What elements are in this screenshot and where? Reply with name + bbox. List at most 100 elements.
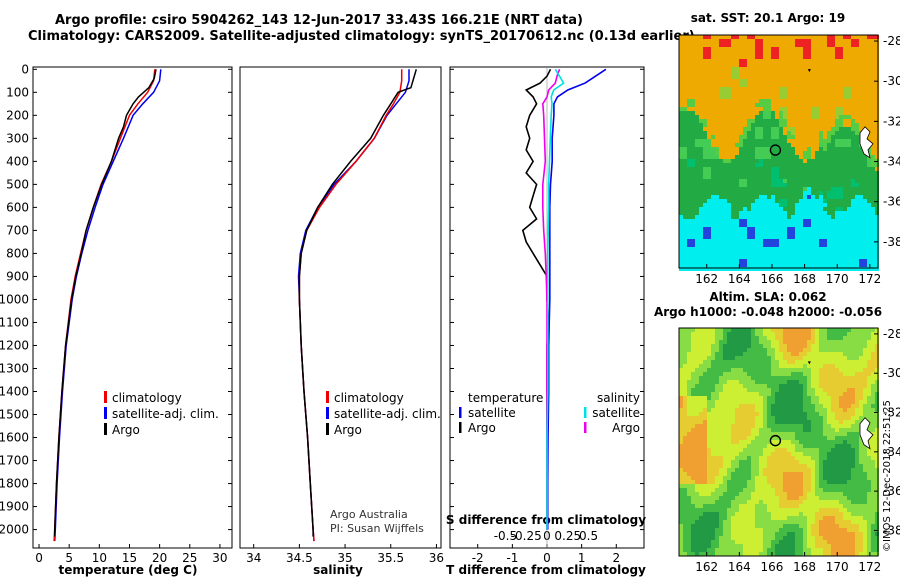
- sst-map-cell: [867, 135, 871, 139]
- sst-map-cell: [703, 211, 707, 215]
- sst-map-cell: [811, 111, 815, 115]
- sst-map-cell: [779, 199, 783, 203]
- sla-map-cell: [839, 376, 843, 380]
- sla-map-cell: [751, 364, 755, 368]
- sla-map-cell: [771, 400, 775, 404]
- sst-map-cell: [819, 87, 823, 91]
- sla-map-cell: [759, 352, 763, 356]
- sst-map-cell: [759, 191, 763, 195]
- sst-map-float-marker: [769, 144, 782, 156]
- sst-map-cell: [703, 91, 707, 95]
- sst-map-cell: [807, 59, 811, 63]
- sst-map-cell: [855, 59, 859, 63]
- sla-map-cell: [855, 380, 859, 384]
- sst-map-cell: [775, 255, 779, 259]
- sla-map-cell: [723, 356, 727, 360]
- sst-map-cell: [791, 103, 795, 107]
- sst-map-cell: [867, 223, 871, 227]
- sst-map-cell: [695, 119, 699, 123]
- sla-map-cell: [835, 348, 839, 352]
- sst-map-cell: [767, 127, 771, 131]
- sst-map-cell: [707, 159, 711, 163]
- sst-map-cell: [727, 219, 731, 223]
- sst-map-cell: [839, 199, 843, 203]
- sst-map-cell: [859, 103, 863, 107]
- sst-map-cell: [843, 255, 847, 259]
- sst-map-cell: [739, 239, 743, 243]
- sst-map-cell: [739, 203, 743, 207]
- sla-map-cell: [799, 328, 803, 332]
- sla-map-cell: [811, 448, 815, 452]
- sla-map-cell: [855, 384, 859, 388]
- sla-map-cell: [755, 372, 759, 376]
- sst-map-cell: [723, 191, 727, 195]
- sla-map-cell: [871, 360, 875, 364]
- sla-map-cell: [763, 360, 767, 364]
- sst-map-cell: [711, 79, 715, 83]
- sst-map-cell: [727, 75, 731, 79]
- sla-map-cell: [859, 440, 863, 444]
- sla-map-cell: [727, 444, 731, 448]
- sst-map-cell: [683, 215, 687, 219]
- sst-map-cell: [799, 175, 803, 179]
- sst-map-cell: [787, 167, 791, 171]
- sla-map-cell: [843, 412, 847, 416]
- sst-map-cell: [759, 211, 763, 215]
- sla-map-cell: [691, 448, 695, 452]
- sla-map-cell: [799, 416, 803, 420]
- sla-map-cell: [755, 460, 759, 464]
- sla-map-cell: [727, 380, 731, 384]
- sst-map-cell: [755, 107, 759, 111]
- sst-map-cell: [787, 211, 791, 215]
- sst-map-cell: [759, 119, 763, 123]
- sst-map-cell: [723, 259, 727, 263]
- sst-map-cell: [839, 227, 843, 231]
- sst-map-cell: [711, 207, 715, 211]
- sst-map-cell: [703, 123, 707, 127]
- sla-map-cell: [863, 360, 867, 364]
- sst-map-cell: [707, 35, 711, 39]
- sst-map-cell: [695, 91, 699, 95]
- sst-map-cell: [815, 235, 819, 239]
- sst-map-cell: [743, 107, 747, 111]
- sst-map-cell: [871, 43, 875, 47]
- sst-map-cell: [703, 231, 707, 235]
- sst-map-cell: [819, 163, 823, 167]
- sla-map-cell: [719, 432, 723, 436]
- sst-map-cell: [743, 127, 747, 131]
- sla-map-cell: [779, 464, 783, 468]
- sla-map-cell: [731, 372, 735, 376]
- sst-map-cell: [867, 259, 871, 263]
- sla-map-cell: [731, 368, 735, 372]
- sst-map-cell: [715, 207, 719, 211]
- sst-map-cell: [791, 195, 795, 199]
- sla-map-cell: [775, 356, 779, 360]
- sst-map-cell: [767, 255, 771, 259]
- sla-map-cell: [771, 460, 775, 464]
- sla-map-cell: [799, 444, 803, 448]
- sst-map-cell: [859, 267, 863, 271]
- sst-map-cell: [839, 211, 843, 215]
- sla-map-cell: [843, 440, 847, 444]
- sst-map-cell: [847, 235, 851, 239]
- sst-map-cell: [715, 87, 719, 91]
- sst-map-cell: [831, 79, 835, 83]
- sst-map-cell: [763, 59, 767, 63]
- sst-map-cell: [767, 223, 771, 227]
- sst-map-cell: [695, 267, 699, 271]
- sst-map-cell: [719, 175, 723, 179]
- sla-map-cell: [747, 360, 751, 364]
- sst-map-cell: [795, 131, 799, 135]
- sst-map-cell: [867, 203, 871, 207]
- sst-map-cell: [799, 99, 803, 103]
- sla-map-cell: [795, 396, 799, 400]
- sst-map-cell: [771, 171, 775, 175]
- sla-map-cell: [767, 388, 771, 392]
- sst-map-cell: [871, 59, 875, 63]
- sst-map-cell: [731, 187, 735, 191]
- sst-map-cell: [687, 227, 691, 231]
- sst-map-cell: [855, 151, 859, 155]
- sla-map-cell: [763, 424, 767, 428]
- sla-map-cell: [715, 428, 719, 432]
- sst-map-cell: [851, 47, 855, 51]
